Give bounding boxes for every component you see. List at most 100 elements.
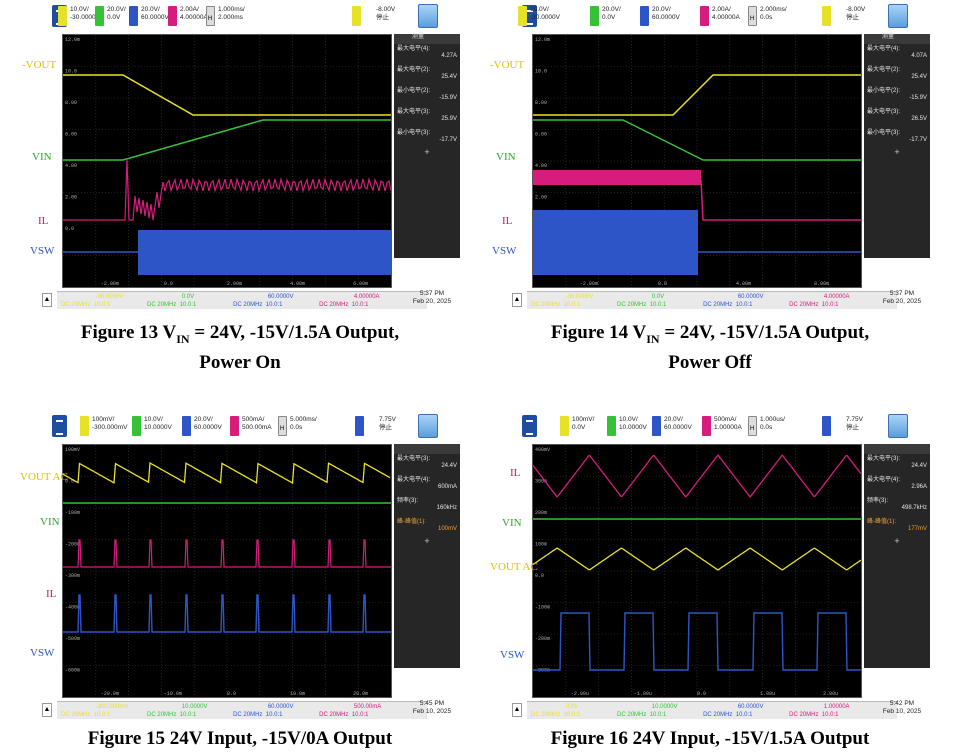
measurement-value: -17.7V [439, 137, 457, 143]
channel-3-scale: 20.0V/ 60.0000V [194, 416, 222, 431]
x-tick-label: -2.00m [101, 281, 119, 287]
measurement-value: 498.7kHz [901, 505, 927, 511]
measurement-panel: 最大电平(3): 24.4V 最大电平(4): 2.96A 频率(3): 498.7kHz… [864, 444, 930, 668]
display-icon[interactable] [418, 4, 438, 28]
y-tick-label: -100m [65, 510, 80, 516]
channel-2-scale: 10.0V/ 10.0000V [144, 416, 172, 431]
waveform-plot[interactable]: 12.0m10.08.006.004.002.000.0-2.00m0.04.0… [532, 34, 862, 288]
vsw-label: VSW [492, 245, 517, 257]
scope-toolbar: 100mV/ -300.000mV 10.0V/ 10.0000V 20.0V/ 6… [20, 413, 460, 441]
channel-4-badge[interactable] [230, 416, 239, 436]
channel-2-badge[interactable] [607, 416, 616, 436]
display-icon[interactable] [888, 414, 908, 438]
channel-2-coupling: DC 20MHz 10.0:1 [617, 302, 667, 308]
timebase-badge[interactable]: H [206, 6, 215, 26]
y-tick-label: -300m [65, 573, 80, 579]
channel-3-badge[interactable] [129, 6, 138, 26]
channel-2-badge[interactable] [95, 6, 104, 26]
vout-ac-trace [532, 547, 862, 571]
timebase-badge[interactable]: H [748, 6, 757, 26]
il-label: IL [38, 215, 49, 227]
trigger-status: -8.00V 停止 [376, 6, 396, 21]
y-tick-label: 2.00 [65, 195, 77, 201]
x-tick-label: 10.0m [290, 691, 305, 697]
menu-button[interactable] [52, 415, 67, 437]
channel-2-badge[interactable] [590, 6, 599, 26]
caption-figure-13-line2: Power On [199, 352, 281, 373]
channel-3-badge[interactable] [652, 416, 661, 436]
measurement-value: -15.9V [909, 95, 927, 101]
measurement-value: 25.4V [441, 74, 457, 80]
timebase-badge[interactable]: H [278, 416, 287, 436]
measurement-value: 4.27A [441, 53, 457, 59]
channel-3-badge[interactable] [182, 416, 191, 436]
trigger-badge[interactable] [822, 6, 831, 26]
y-tick-label: 10.0 [535, 69, 547, 75]
vout-label: VOUT AC [20, 471, 68, 483]
trigger-badge[interactable] [355, 416, 364, 436]
x-tick-label: -10.0m [164, 691, 182, 697]
channel-4-badge[interactable] [700, 6, 709, 26]
channel-1-coupling: DC 20MHz 10.0:1 [531, 712, 581, 718]
measurement-title [394, 444, 460, 454]
channel-4-coupling: DC 20MHz 10.0:1 [789, 302, 839, 308]
y-tick-label: 4.00 [65, 163, 77, 169]
trigger-badge[interactable] [822, 416, 831, 436]
waveform-plot[interactable]: 100mV 0.0 -100m -200m -300m -400m -500m -600m -2… [62, 444, 392, 698]
display-icon[interactable] [418, 414, 438, 438]
add-measurement-icon[interactable]: + [894, 147, 900, 157]
trigger-badge[interactable] [352, 6, 361, 26]
measurement-label: 峰-峰值(1): [397, 519, 426, 525]
channel-1-coupling: DC 20MHz 10.0:1 [61, 712, 111, 718]
x-tick-label: 20.0m [353, 691, 368, 697]
channel-2-badge[interactable] [132, 416, 141, 436]
vout-trace [63, 74, 391, 116]
waveform-canvas: 100mV 0.0 -100m -200m -300m -400m -500m -600m -2… [62, 445, 391, 697]
vout-label: -VOUT [490, 59, 525, 71]
add-measurement-icon[interactable]: + [424, 536, 430, 546]
y-tick-label: 12.0m [535, 37, 550, 43]
channel-1-badge[interactable] [58, 6, 67, 26]
channel-3-offset: 60.0000V [267, 294, 294, 300]
channel-1-scale: 100mV/ -300.000mV [92, 416, 128, 431]
add-measurement-icon[interactable]: + [894, 536, 900, 546]
measurement-title: 测量 [864, 34, 930, 44]
scope-toolbar: 100mV/ 0.0V 10.0V/ 10.0000V 20.0V/ 60.0000… [490, 413, 930, 441]
waveform-plot[interactable]: 400mV 300m 200m 100m 0.0 -100m -200m -300m -2.00… [532, 444, 862, 698]
vsw-label: VSW [30, 245, 55, 257]
measurement-label: 频率(3): [867, 498, 889, 504]
caption-figure-13: Figure 13 VIN = 24V, -15V/1.5A Output, [80, 322, 400, 346]
add-measurement-icon[interactable]: + [424, 147, 430, 157]
channel-1-badge[interactable] [518, 6, 527, 26]
channel-3-offset: 60.0000V [737, 294, 764, 300]
channel-2-scale: 20.0V/ 0.0V [107, 6, 126, 21]
channel-1-badge[interactable] [80, 416, 89, 436]
display-icon[interactable] [888, 4, 908, 28]
y-tick-label: 100m [535, 542, 547, 548]
waveform-plot[interactable]: 12.0m 10.0 8.00 6.00 4.00 2.00 0.0 -2.00m 0.0 2.0… [62, 34, 392, 288]
y-tick-label: 0.0 [65, 226, 74, 232]
caption-figure-15: Figure 15 24V Input, -15V/0A Output [87, 728, 393, 749]
channel-2-coupling: DC 20MHz 10.0:1 [617, 712, 667, 718]
menu-button[interactable] [522, 415, 537, 437]
channel-3-scale: 20.0V/ 60.0000V [141, 6, 169, 21]
channel-4-badge[interactable] [168, 6, 177, 26]
channel-2-offset: 10.0000V [651, 704, 678, 710]
vin-trace [533, 119, 861, 161]
channel-3-badge[interactable] [640, 6, 649, 26]
y-tick-label: -200m [65, 542, 80, 548]
timebase-badge[interactable]: H [748, 416, 757, 436]
expand-up-button[interactable]: ▲ [42, 703, 52, 717]
channel-1-badge[interactable] [560, 416, 569, 436]
vin-label: VIN [502, 517, 522, 529]
expand-up-button[interactable]: ▲ [512, 703, 522, 717]
measurement-value: 24.4V [441, 463, 457, 469]
expand-up-button[interactable]: ▲ [512, 293, 522, 307]
measurement-label: 最大电平(2): [397, 67, 431, 73]
channel-4-badge[interactable] [702, 416, 711, 436]
expand-up-button[interactable]: ▲ [42, 293, 52, 307]
y-tick-label: 12.0m [65, 37, 80, 43]
y-tick-label: 8.00 [65, 100, 77, 106]
y-tick-label: -600m [65, 668, 80, 674]
y-tick-label: 300m [535, 479, 547, 485]
